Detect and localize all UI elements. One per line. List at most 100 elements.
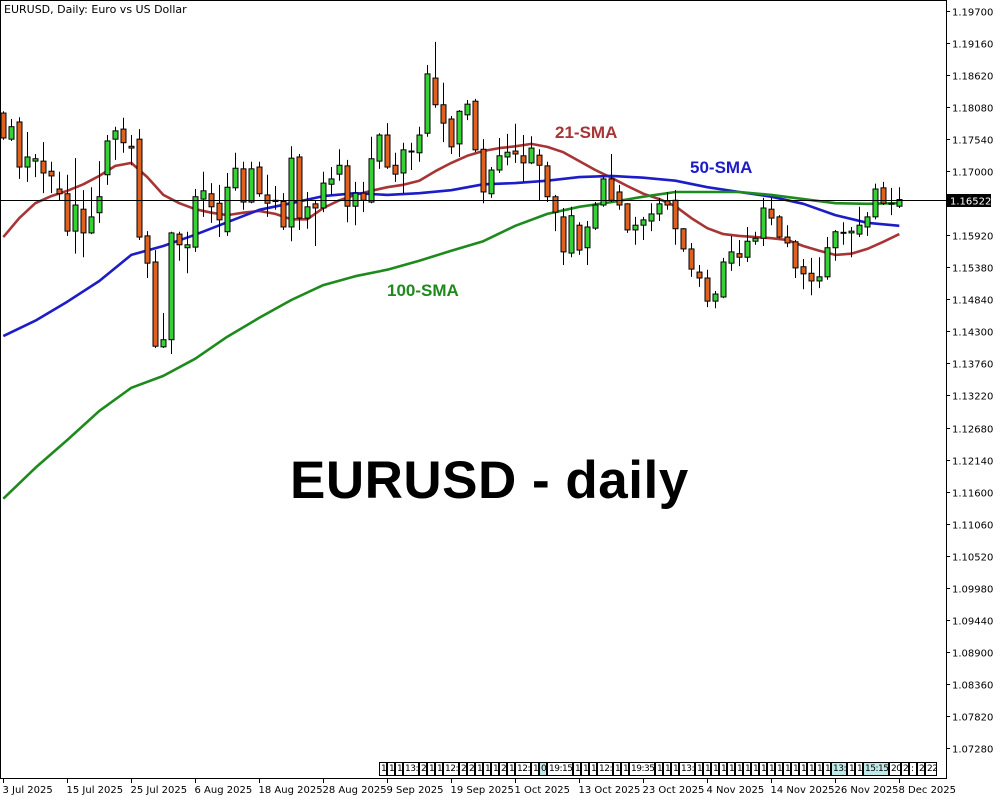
bottom-marker: 1 xyxy=(573,762,581,776)
bottom-marker: 1 xyxy=(855,762,863,776)
bullish-candle-body xyxy=(464,103,471,116)
bearish-candle-body xyxy=(768,208,775,219)
candle xyxy=(200,171,207,217)
bottom-marker: 1 xyxy=(581,762,589,776)
x-tick-label: 8 Dec 2025 xyxy=(899,785,957,796)
bearish-candle-body xyxy=(128,145,135,149)
current-price-badge xyxy=(947,194,991,207)
bullish-candle-body xyxy=(232,167,239,189)
candle xyxy=(424,64,431,137)
bottom-marker: 1 xyxy=(613,762,621,776)
candle xyxy=(896,187,903,208)
candle xyxy=(8,118,15,141)
candle xyxy=(880,181,887,206)
bullish-candle-body xyxy=(400,149,407,174)
bottom-marker: 2 xyxy=(917,762,925,776)
bearish-candle-body xyxy=(360,192,367,201)
bottom-marker: 1 xyxy=(823,762,831,776)
y-tick-label: 1.17000 xyxy=(952,168,993,179)
x-tick-label: 28 Aug 2025 xyxy=(323,785,387,796)
candle xyxy=(712,291,719,309)
x-tick-label: 9 Sep 2025 xyxy=(387,785,444,796)
candle xyxy=(840,222,847,245)
bottom-marker: 2 xyxy=(499,762,507,776)
candle xyxy=(400,142,407,194)
y-tick-label: 1.11600 xyxy=(952,489,993,500)
bearish-candle-body xyxy=(880,187,887,204)
bullish-candle-body xyxy=(32,158,39,162)
candle xyxy=(328,167,335,195)
candle xyxy=(264,174,271,217)
bottom-marker: 12: xyxy=(597,762,613,776)
plot-frame xyxy=(0,0,947,779)
candle xyxy=(232,152,239,191)
bottom-marker: 1 xyxy=(483,762,491,776)
bearish-candle-body xyxy=(480,148,487,193)
y-tick-label: 1.07820 xyxy=(952,713,993,724)
candle xyxy=(512,123,519,163)
bearish-candle-body xyxy=(736,253,743,258)
candle xyxy=(656,197,663,222)
bearish-candle-body xyxy=(152,261,159,347)
y-tick-label: 1.13220 xyxy=(952,392,993,403)
candle xyxy=(680,228,687,252)
bullish-candle-body xyxy=(584,226,591,249)
bullish-candle-body xyxy=(160,339,167,348)
bottom-marker: : xyxy=(909,762,917,776)
candle xyxy=(56,171,63,201)
bullish-candle-body xyxy=(168,232,175,341)
bullish-candle-body xyxy=(760,207,767,239)
y-tick-label: 1.10520 xyxy=(952,553,993,564)
bottom-marker: 0 xyxy=(539,762,547,776)
candle xyxy=(216,184,223,238)
x-tick-label: 3 Jul 2025 xyxy=(3,785,53,796)
candle xyxy=(744,226,751,262)
candle xyxy=(152,250,159,349)
y-tick-label: 1.09980 xyxy=(952,585,993,596)
y-tick-label: 1.18080 xyxy=(952,104,993,115)
time-axis[interactable]: 3 Jul 2025 15 Jul 2025 25 Jul 2025 6 Aug 20… xyxy=(3,778,957,796)
candle xyxy=(488,167,495,198)
x-tick-label: 4 Nov 2025 xyxy=(707,785,765,796)
candle xyxy=(248,161,255,204)
candle xyxy=(600,177,607,207)
candle xyxy=(528,136,535,165)
candle xyxy=(792,240,799,278)
candle xyxy=(192,189,199,252)
bullish-candle-body xyxy=(336,164,343,175)
chart-title: EURUSD, Daily: Euro vs US Dollar xyxy=(4,3,187,16)
bearish-candle-body xyxy=(216,202,223,221)
bottom-marker: 1 xyxy=(791,762,799,776)
bearish-candle-body xyxy=(664,200,671,206)
price-axis[interactable]: 1.19700 1.19160 1.18620 1.18080 1.17540 1.170… xyxy=(946,8,993,756)
bullish-candle-body xyxy=(304,206,311,219)
bearish-candle-body xyxy=(800,266,807,275)
candle xyxy=(760,197,767,246)
bottom-marker: 1 xyxy=(427,762,435,776)
bullish-candle-body xyxy=(248,168,255,203)
bottom-marker: 2 xyxy=(419,762,427,776)
candle xyxy=(296,153,303,230)
y-tick-label: 1.07280 xyxy=(952,745,993,756)
candle xyxy=(176,231,183,261)
candle xyxy=(504,133,511,166)
bottom-marker: 1 xyxy=(727,762,735,776)
bottom-marker: 2 xyxy=(467,762,475,776)
candle xyxy=(728,235,735,271)
candle xyxy=(40,142,47,194)
bottom-marker: 1 xyxy=(799,762,807,776)
bottom-marker: 1 xyxy=(703,762,711,776)
candle xyxy=(776,215,783,239)
bearish-candle-body xyxy=(256,166,263,195)
bearish-candle-body xyxy=(536,154,543,166)
bullish-candle-body xyxy=(632,224,639,231)
bearish-candle-body xyxy=(448,118,455,148)
bearish-candle-body xyxy=(808,272,815,282)
x-tick-label: 6 Aug 2025 xyxy=(195,785,253,796)
bullish-candle-body xyxy=(528,147,535,164)
candle xyxy=(224,172,231,236)
candle xyxy=(704,269,711,308)
bottom-marker: 1 xyxy=(475,762,483,776)
bullish-candle-body xyxy=(824,247,831,278)
